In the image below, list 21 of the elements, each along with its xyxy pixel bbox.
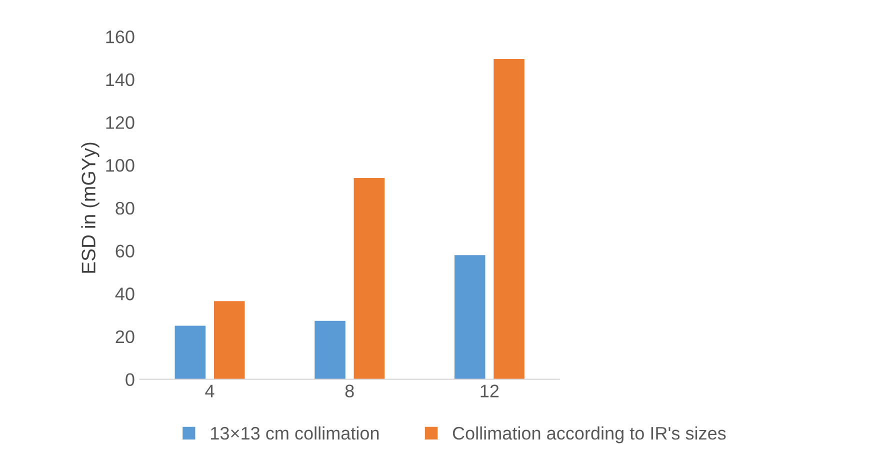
legend-label: 13×13 cm collimation xyxy=(211,426,379,440)
y-tick-label: 80 xyxy=(116,202,134,215)
y-tick-label: 20 xyxy=(116,330,134,344)
x-tick-label: 4 xyxy=(205,384,214,398)
bar xyxy=(494,59,524,380)
bar xyxy=(174,326,206,380)
bar xyxy=(354,178,385,380)
bar xyxy=(314,320,346,380)
x-tick-label: 8 xyxy=(345,384,354,398)
y-tick-label: 140 xyxy=(106,73,134,86)
y-axis-title: ESD in (mGYy) xyxy=(81,142,100,273)
y-tick-label: 100 xyxy=(106,159,134,172)
bar xyxy=(214,301,245,380)
bar xyxy=(454,255,486,380)
legend-label: Collimation according to IR's sizes xyxy=(452,426,726,444)
y-tick-label: 40 xyxy=(115,288,134,300)
x-tick-label: 12 xyxy=(480,384,499,398)
y-tick-label: 160 xyxy=(106,30,134,44)
y-tick-label: 0 xyxy=(126,373,134,386)
y-tick-label: 120 xyxy=(106,116,134,129)
y-tick-label: 60 xyxy=(116,244,134,258)
